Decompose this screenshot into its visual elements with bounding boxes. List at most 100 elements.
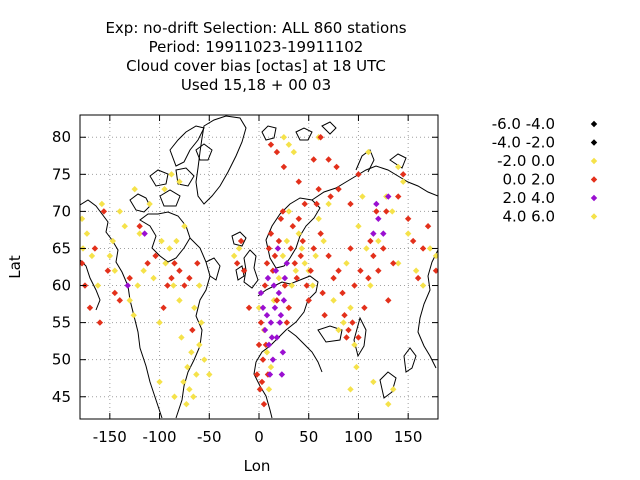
data-point-series-4 [269, 356, 277, 363]
legend-marker-1 [590, 139, 598, 146]
data-point-series-3 [168, 274, 175, 282]
legend-marker-2 [590, 157, 598, 165]
x-axis-label: Lon [244, 457, 271, 475]
data-point-series-3 [253, 371, 261, 378]
data-point-series-3 [176, 267, 183, 274]
data-point-series-2 [301, 260, 308, 267]
data-point-series-3 [293, 274, 300, 282]
data-point-series-2 [181, 223, 188, 230]
data-point-series-3 [301, 200, 308, 208]
data-point-series-3 [319, 289, 326, 297]
data-point-series-3 [315, 185, 322, 193]
data-point-series-3 [233, 260, 241, 267]
data-point-series-3 [181, 282, 188, 289]
data-point-series-2 [399, 178, 407, 185]
data-point-series-2 [126, 297, 133, 304]
x-tick-label: 100 [344, 428, 373, 446]
data-point-series-2 [347, 386, 354, 393]
data-point-series-3 [327, 193, 334, 200]
data-point-series-3 [343, 334, 350, 341]
data-point-series-3 [385, 297, 392, 304]
data-point-series-2 [298, 245, 305, 252]
data-point-series-3 [258, 378, 266, 386]
data-point-series-2 [206, 371, 213, 378]
data-point-series-2 [395, 163, 402, 171]
data-point-series-3 [355, 171, 362, 178]
data-point-series-2 [134, 282, 141, 289]
y-tick-label: 60 [52, 277, 71, 295]
data-point-series-2 [385, 400, 392, 408]
data-point-series-2 [150, 274, 157, 282]
data-point-series-3 [126, 274, 133, 282]
data-point-series-3 [289, 223, 297, 230]
data-point-series-2 [279, 252, 287, 260]
data-point-series-3 [164, 282, 171, 289]
data-point-series-3 [347, 245, 354, 252]
data-point-series-2 [83, 230, 91, 237]
data-point-series-4 [279, 349, 287, 356]
legend-marker-4 [590, 194, 598, 202]
data-point-series-3 [345, 326, 352, 334]
legend: -6.0 -4.0-4.0 -2.0-2.0 0.00.0 2.02.0 4.0… [492, 115, 598, 226]
data-point-series-3 [287, 245, 295, 252]
data-point-series-2 [198, 319, 205, 326]
data-point-series-2 [178, 334, 185, 341]
data-point-series-2 [330, 297, 337, 304]
data-point-series-3 [255, 341, 263, 349]
data-point-series-2 [161, 185, 168, 193]
data-point-series-2 [180, 378, 187, 386]
data-point-series-3 [91, 245, 99, 252]
y-tick-label: 65 [52, 239, 71, 257]
data-point-series-3 [432, 267, 438, 274]
data-point-series-3 [310, 156, 317, 163]
data-point-series-2 [136, 230, 143, 237]
data-point-series-3 [321, 311, 328, 319]
data-point-series-3 [136, 223, 143, 230]
data-point-series-2 [375, 237, 382, 245]
data-point-series-2 [230, 252, 238, 260]
data-point-series-3 [285, 304, 293, 311]
data-point-series-3 [144, 260, 151, 267]
chart-title-line-3: Cloud cover bias [octas] at 18 UTC [126, 57, 386, 75]
data-point-series-3 [116, 297, 123, 304]
data-point-series-3 [339, 289, 346, 297]
data-point-series-2 [390, 386, 397, 393]
data-point-series-3 [111, 289, 119, 297]
data-point-series-3 [240, 267, 248, 274]
data-point-series-2 [389, 208, 396, 215]
data-point-series-2 [116, 208, 123, 215]
data-point-series-3 [419, 245, 427, 252]
x-tick-label: 0 [254, 428, 264, 446]
data-point-series-3 [330, 274, 337, 282]
data-point-series-4 [375, 215, 382, 223]
legend-marker-0 [590, 120, 598, 128]
y-tick-label: 45 [52, 388, 71, 406]
data-point-series-2 [235, 245, 243, 252]
legend-marker-3 [590, 176, 598, 183]
data-point-series-4 [264, 274, 272, 282]
data-point-series-3 [395, 193, 402, 200]
data-point-series-3 [317, 134, 324, 141]
data-point-series-3 [373, 208, 380, 215]
data-point-series-4 [370, 230, 377, 237]
data-point-series-3 [189, 326, 196, 334]
data-point-series-3 [280, 163, 288, 171]
data-point-series-3 [104, 267, 112, 274]
axis-ticks: -150 -100 -50 0 50 100 150 45 50 55 60 65 70 75 80 [52, 115, 438, 446]
data-point-series-2 [98, 200, 106, 208]
data-point-series-2 [156, 378, 163, 386]
data-points [80, 134, 438, 408]
data-point-series-2 [292, 267, 299, 274]
data-point-series-3 [160, 304, 167, 311]
data-point-series-2 [106, 252, 114, 260]
data-point-series-3 [341, 311, 348, 319]
data-point-series-3 [399, 171, 407, 178]
data-point-series-4 [266, 371, 274, 378]
data-point-series-2 [288, 282, 296, 289]
data-point-series-3 [355, 334, 362, 341]
data-point-series-2 [131, 185, 138, 193]
x-tick-label: 150 [394, 428, 423, 446]
data-point-series-3 [152, 252, 159, 260]
data-point-series-3 [370, 252, 377, 260]
legend-label-1: -4.0 -2.0 [492, 134, 555, 152]
